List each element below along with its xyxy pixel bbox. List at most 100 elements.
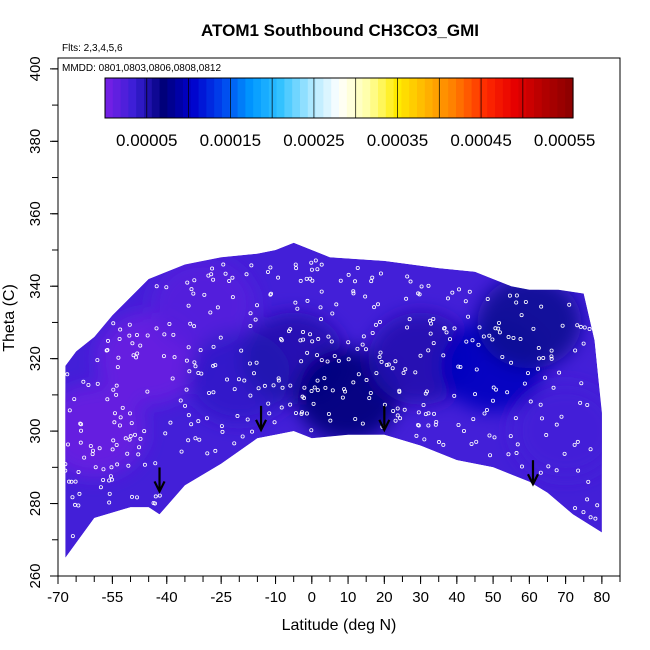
chart-title: ATOM1 Southbound CH3CO3_GMI	[201, 21, 479, 40]
colorbar-segment	[284, 78, 293, 118]
sample-point	[441, 353, 446, 358]
sample-point	[280, 385, 285, 390]
sample-point	[302, 385, 307, 390]
field-region	[477, 276, 582, 369]
sample-point	[343, 389, 348, 394]
sample-point	[525, 371, 530, 376]
sample-point	[242, 378, 247, 383]
sample-point	[405, 325, 410, 330]
sample-point	[115, 462, 120, 467]
sample-point	[202, 292, 207, 297]
sample-point	[319, 262, 324, 267]
sample-point	[105, 397, 110, 402]
sample-point	[172, 355, 177, 360]
sample-point	[204, 416, 209, 421]
sample-point	[309, 428, 314, 433]
sample-point	[539, 304, 544, 309]
sample-point	[73, 502, 78, 507]
sample-point	[63, 468, 68, 473]
sample-point	[299, 359, 304, 364]
sample-point	[193, 436, 198, 441]
sample-point	[507, 293, 512, 298]
sample-point	[65, 372, 70, 377]
sample-point	[456, 364, 461, 369]
dates-note: MMDD: 0801,0803,0806,0808,0812	[62, 63, 221, 74]
sample-point	[179, 449, 184, 454]
sample-point	[82, 455, 87, 460]
sample-point	[463, 299, 468, 304]
colorbar-segment	[292, 78, 301, 118]
sample-point	[567, 302, 572, 307]
sample-point	[300, 394, 305, 399]
sample-point	[162, 332, 167, 337]
sample-point	[557, 370, 562, 375]
colorbar-segment	[323, 78, 332, 118]
sample-point	[152, 501, 157, 506]
sample-point	[404, 296, 409, 301]
sample-point	[205, 451, 210, 456]
sample-point	[492, 435, 497, 440]
sample-point	[379, 359, 384, 364]
sample-point	[111, 387, 116, 392]
sample-point	[276, 378, 281, 383]
sample-point	[115, 365, 120, 370]
sample-point	[576, 468, 581, 473]
sample-point	[186, 345, 191, 350]
sample-points	[63, 258, 600, 539]
sample-point	[393, 359, 398, 364]
sample-point	[305, 298, 310, 303]
sample-point	[573, 348, 578, 353]
sample-point	[543, 375, 548, 380]
sample-point	[378, 271, 383, 276]
colorbar-segment	[487, 78, 496, 118]
sample-point	[595, 503, 600, 508]
sample-point	[255, 303, 260, 308]
sample-point	[456, 423, 461, 428]
sample-point	[346, 357, 351, 362]
sample-point	[120, 405, 125, 410]
sample-point	[330, 388, 335, 393]
sample-point	[470, 338, 475, 343]
sample-point	[65, 442, 70, 447]
sample-point	[378, 350, 383, 355]
sample-point	[522, 381, 527, 386]
sample-point	[395, 406, 400, 411]
sample-point	[562, 451, 567, 456]
colorbar-segment	[565, 78, 574, 118]
colorbar-segment	[557, 78, 566, 118]
sample-point	[578, 324, 583, 329]
sample-point	[135, 351, 140, 356]
sample-point	[538, 470, 543, 475]
sample-point	[364, 378, 369, 383]
sample-point	[407, 317, 412, 322]
sample-point	[249, 263, 254, 268]
sample-point	[247, 361, 252, 366]
arrow-head	[153, 480, 166, 494]
y-tick-label: 260	[27, 563, 44, 588]
sample-point	[342, 387, 347, 392]
sample-point	[90, 452, 95, 457]
sample-point	[377, 355, 382, 360]
sample-point	[108, 474, 113, 479]
sample-point	[531, 326, 536, 331]
sample-point	[458, 364, 463, 369]
sample-point	[346, 340, 351, 345]
sample-point	[208, 310, 213, 315]
sample-point	[457, 287, 462, 292]
field-region	[151, 258, 256, 351]
sample-point	[135, 495, 140, 500]
sample-point	[188, 321, 193, 326]
sample-point	[441, 442, 446, 447]
colorbar-tick-label: 0.00055	[534, 131, 595, 150]
sample-point	[450, 290, 455, 295]
sample-point	[496, 326, 501, 331]
sample-point	[332, 353, 337, 358]
sample-point	[276, 376, 281, 381]
sample-point	[256, 386, 261, 391]
y-axis: 260 280 300 320 340 360 380 400	[27, 56, 58, 589]
sample-point	[211, 363, 216, 368]
colorbar-segment	[346, 78, 356, 118]
sample-point	[232, 441, 237, 446]
x-tick-label: 20	[376, 589, 393, 606]
x-axis: -70 -55 -40 -25 -10 0 10 20 30 40 50 60 70 80	[47, 576, 621, 606]
